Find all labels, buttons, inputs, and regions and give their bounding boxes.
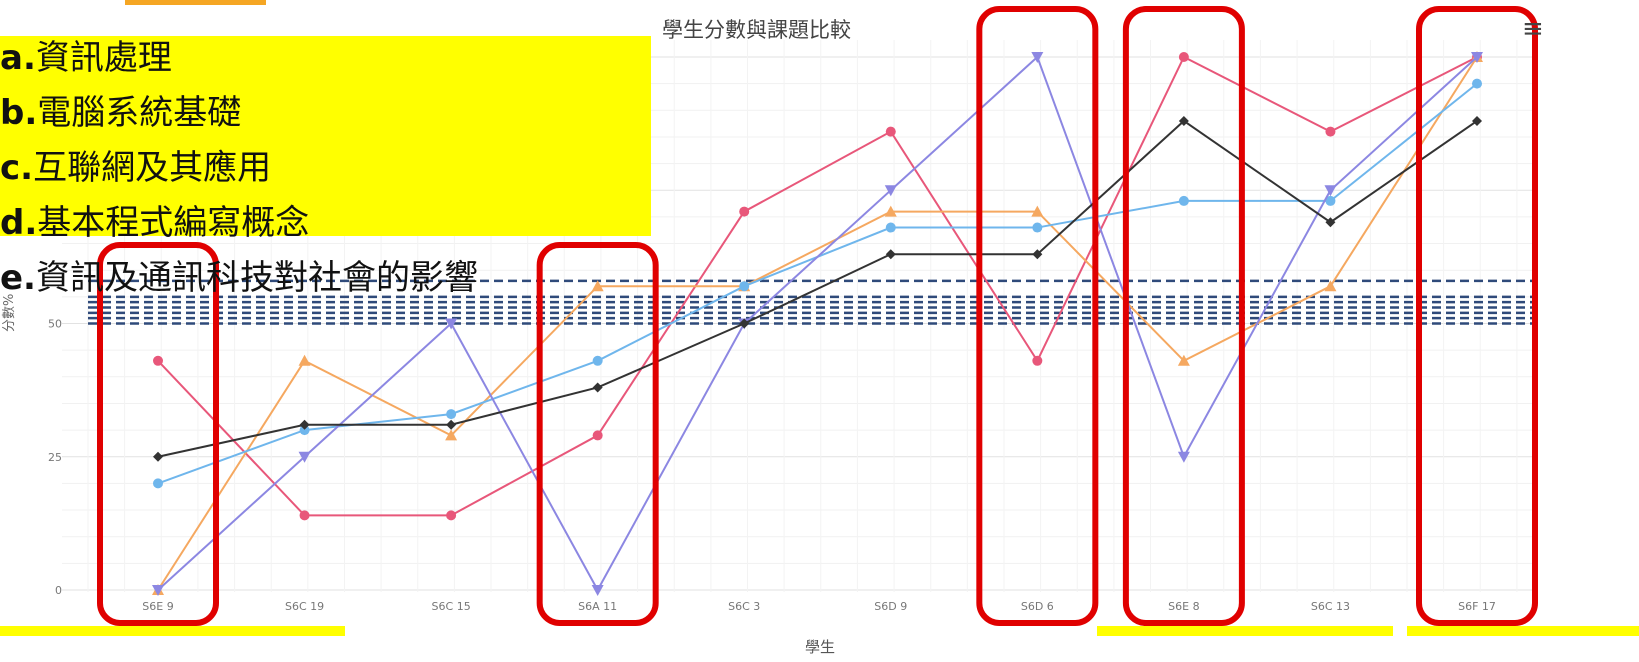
topic-legend-highlight xyxy=(0,36,651,236)
data-point xyxy=(1031,52,1044,63)
legend-topic-b: b.電腦系統基礎 xyxy=(0,93,242,133)
data-point xyxy=(299,510,310,521)
data-point xyxy=(739,318,750,329)
legend-topic-d: d.基本程式編寫概念 xyxy=(0,203,310,243)
data-point xyxy=(446,409,457,420)
data-point xyxy=(885,126,896,137)
chart-title: 學生分數與課題比較 xyxy=(662,18,851,42)
data-point xyxy=(1472,115,1482,126)
bottom-highlight-right xyxy=(1407,626,1639,636)
data-point xyxy=(1324,280,1337,292)
x-tick-label: S6D 6 xyxy=(1021,600,1054,613)
data-point xyxy=(884,185,897,197)
x-tick-label: S6F 17 xyxy=(1458,600,1496,613)
legend-topic-e: e.資訊及通訊科技對社會的影響 xyxy=(0,258,478,298)
annotation-box xyxy=(976,6,1099,626)
data-point xyxy=(591,585,604,596)
legend-topic-c: c.互聯網及其應用 xyxy=(0,148,272,188)
data-point xyxy=(299,425,310,436)
bottom-highlight-mid xyxy=(1097,626,1393,636)
data-point xyxy=(445,318,458,330)
data-point xyxy=(1178,115,1189,126)
x-tick-label: S6C 15 xyxy=(432,600,471,613)
data-point xyxy=(1177,451,1190,463)
data-point xyxy=(152,585,164,596)
data-point xyxy=(1471,52,1483,63)
data-point xyxy=(1178,195,1189,206)
legend-topic-a: a.資訊處理 xyxy=(0,38,172,78)
annotation-box xyxy=(536,242,659,626)
data-point xyxy=(885,222,896,233)
data-point xyxy=(446,419,457,430)
data-point xyxy=(299,419,310,430)
series-line xyxy=(157,55,1478,517)
data-point xyxy=(1325,217,1336,228)
data-point xyxy=(592,430,603,441)
bottom-highlight-left xyxy=(0,626,345,636)
y-tick-label: 25 xyxy=(48,451,62,464)
data-point xyxy=(298,451,311,463)
data-point xyxy=(1177,354,1190,366)
data-point xyxy=(445,429,458,441)
series-line xyxy=(157,119,1478,458)
data-point xyxy=(739,281,750,292)
data-point xyxy=(153,451,163,462)
data-point xyxy=(1032,355,1043,366)
data-point xyxy=(1324,185,1337,197)
y-tick-label: 50 xyxy=(48,318,62,331)
data-point xyxy=(592,355,603,366)
data-point xyxy=(1032,222,1043,233)
x-tick-label: S6E 8 xyxy=(1168,600,1199,613)
data-point xyxy=(884,205,897,217)
annotation-box xyxy=(97,242,219,626)
data-point xyxy=(153,355,163,366)
x-tick-label: S6C 19 xyxy=(285,600,324,613)
x-tick-label: S6E 9 xyxy=(142,600,173,613)
data-point xyxy=(446,510,457,521)
data-point xyxy=(1178,52,1189,62)
top-accent-bar xyxy=(125,0,266,5)
data-point xyxy=(739,206,750,217)
series-line xyxy=(157,55,1478,593)
x-tick-label: S6A 11 xyxy=(578,600,617,613)
data-point xyxy=(1032,249,1043,260)
x-tick-label: S6D 9 xyxy=(874,600,907,613)
y-axis-title: 分數% xyxy=(2,293,17,332)
data-point xyxy=(885,249,896,260)
annotation-box xyxy=(1416,6,1538,626)
data-point xyxy=(153,478,163,489)
annotation-box xyxy=(1122,6,1245,626)
x-tick-label: S6C 3 xyxy=(728,600,760,613)
y-tick-label: 0 xyxy=(55,584,62,597)
data-point xyxy=(1472,78,1482,89)
data-point xyxy=(1031,205,1044,217)
x-axis-title: 學生 xyxy=(805,638,836,656)
hamburger-menu-icon[interactable]: ≡ xyxy=(1522,14,1544,44)
data-point xyxy=(591,280,604,292)
data-point xyxy=(298,354,311,366)
data-point xyxy=(1325,126,1336,137)
data-point xyxy=(592,382,603,393)
data-point xyxy=(1325,195,1336,206)
x-tick-label: S6C 13 xyxy=(1311,600,1350,613)
